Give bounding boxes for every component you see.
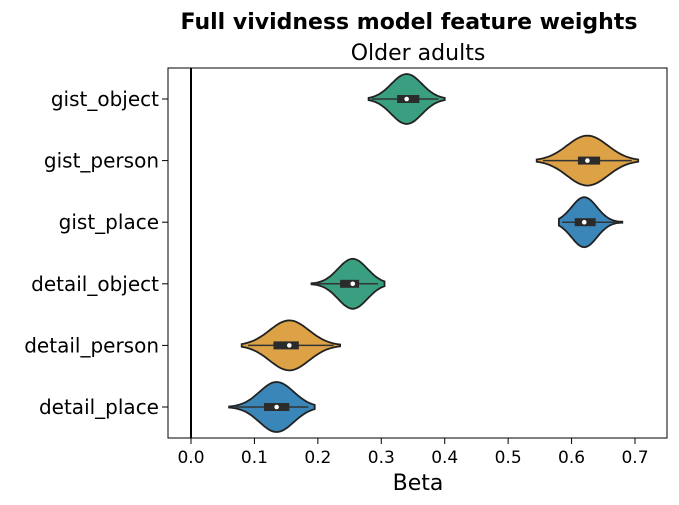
x-tick-label-0.6: 0.6 xyxy=(558,448,585,468)
median-dot-detail_object xyxy=(350,281,356,287)
iqr-box-detail_object xyxy=(340,279,360,288)
y-tick-labels: gist_object gist_person gist_place detail_o… xyxy=(24,87,168,419)
y-label-detail_person: detail_person xyxy=(24,333,159,357)
y-label-detail_place: detail_place xyxy=(39,395,159,419)
x-tick-label-0.3: 0.3 xyxy=(368,448,395,468)
x-tick-label-0.1: 0.1 xyxy=(241,448,268,468)
y-label-gist_person: gist_person xyxy=(44,149,159,173)
x-tick-label-0.7: 0.7 xyxy=(621,448,648,468)
x-tick-label-0.5: 0.5 xyxy=(495,448,522,468)
x-tick-label-0.4: 0.4 xyxy=(431,448,458,468)
median-dot-gist_person xyxy=(585,158,590,163)
x-axis-label: Beta xyxy=(393,471,444,496)
median-dot-gist_place xyxy=(581,219,587,225)
median-dot-gist_object xyxy=(404,96,409,102)
chart-subtitle: Older adults xyxy=(351,41,486,66)
y-label-gist_object: gist_object xyxy=(51,87,159,111)
x-axis-ticks: 0.0 0.1 0.2 0.3 0.4 0.5 0.6 0.7 xyxy=(177,438,649,468)
y-label-gist_place: gist_place xyxy=(59,210,159,234)
iqr-box-detail_person xyxy=(273,341,299,350)
plot-area xyxy=(167,67,668,439)
median-dot-detail_place xyxy=(274,404,279,410)
x-tick-label-0.0: 0.0 xyxy=(177,448,204,468)
x-tick-label-0.2: 0.2 xyxy=(304,448,331,468)
y-label-detail_object: detail_object xyxy=(31,272,159,296)
chart-title: Full vividness model feature weights xyxy=(181,10,638,35)
median-dot-detail_person xyxy=(287,343,292,348)
violins-layer xyxy=(228,73,640,433)
